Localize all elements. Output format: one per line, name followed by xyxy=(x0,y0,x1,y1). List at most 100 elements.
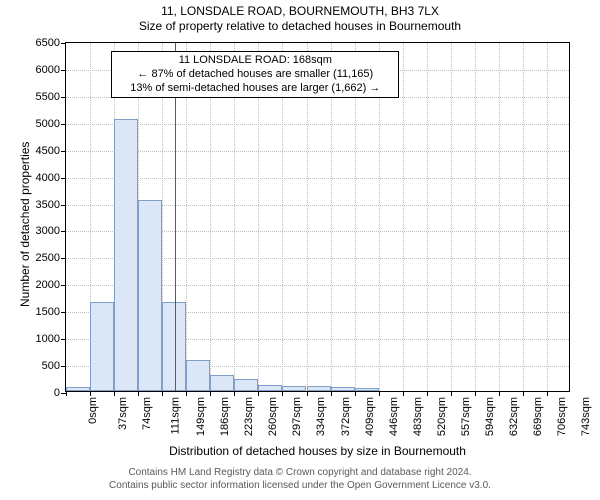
x-tick-label: 186sqm xyxy=(220,397,232,436)
title-line-1: 11, LONSDALE ROAD, BOURNEMOUTH, BH3 7LX xyxy=(0,4,600,19)
x-tick-label: 632sqm xyxy=(508,397,520,436)
y-tick xyxy=(61,366,66,367)
y-tick-label: 4000 xyxy=(36,172,60,184)
x-tick-label: 557sqm xyxy=(460,397,472,436)
annotation-line: ← 87% of detached houses are smaller (11… xyxy=(118,68,392,82)
chart-container: 11, LONSDALE ROAD, BOURNEMOUTH, BH3 7LX … xyxy=(0,0,600,500)
x-tick xyxy=(258,391,259,396)
histogram-bar xyxy=(186,360,210,391)
histogram-bar xyxy=(66,387,90,391)
x-tick-label: 743sqm xyxy=(580,397,592,436)
x-tick-label: 149sqm xyxy=(196,397,208,436)
gridline-vertical xyxy=(451,43,452,391)
x-tick xyxy=(138,391,139,396)
x-tick-label: 297sqm xyxy=(291,397,303,436)
x-tick xyxy=(282,391,283,396)
y-tick xyxy=(61,285,66,286)
x-tick xyxy=(234,391,235,396)
x-axis-title: Distribution of detached houses by size … xyxy=(65,444,570,458)
y-tick xyxy=(61,339,66,340)
histogram-bar xyxy=(258,385,282,391)
y-tick xyxy=(61,97,66,98)
x-tick xyxy=(379,391,380,396)
x-tick xyxy=(547,391,548,396)
y-tick-label: 0 xyxy=(54,387,60,399)
y-tick xyxy=(61,312,66,313)
y-tick-label: 5500 xyxy=(36,91,60,103)
y-tick xyxy=(61,43,66,44)
x-tick xyxy=(355,391,356,396)
x-tick-label: 669sqm xyxy=(532,397,544,436)
x-tick-label: 706sqm xyxy=(556,397,568,436)
x-tick-label: 483sqm xyxy=(412,397,424,436)
gridline-vertical xyxy=(523,43,524,391)
chart-title: 11, LONSDALE ROAD, BOURNEMOUTH, BH3 7LX … xyxy=(0,4,600,34)
histogram-bar xyxy=(90,302,114,391)
histogram-bar xyxy=(210,375,234,391)
gridline-vertical xyxy=(547,43,548,391)
x-tick-label: 74sqm xyxy=(141,397,153,430)
x-tick xyxy=(66,391,67,396)
attribution-footer: Contains HM Land Registry data © Crown c… xyxy=(0,466,600,492)
y-tick-label: 1500 xyxy=(36,306,60,318)
gridline-vertical xyxy=(403,43,404,391)
x-tick xyxy=(90,391,91,396)
x-tick-label: 409sqm xyxy=(364,397,376,436)
y-tick xyxy=(61,231,66,232)
x-tick xyxy=(307,391,308,396)
gridline-vertical xyxy=(499,43,500,391)
plot-area: 0500100015002000250030003500400045005000… xyxy=(65,42,570,392)
x-tick xyxy=(403,391,404,396)
annotation-line: 11 LONSDALE ROAD: 168sqm xyxy=(118,54,392,68)
x-tick-label: 37sqm xyxy=(117,397,129,430)
x-tick-label: 446sqm xyxy=(388,397,400,436)
y-tick-label: 2000 xyxy=(36,279,60,291)
x-tick xyxy=(210,391,211,396)
y-tick-label: 5000 xyxy=(36,118,60,130)
y-tick xyxy=(61,205,66,206)
y-axis-title: Number of detached properties xyxy=(18,142,32,307)
y-tick xyxy=(61,70,66,71)
y-tick-label: 3000 xyxy=(36,225,60,237)
x-tick xyxy=(427,391,428,396)
y-tick xyxy=(61,124,66,125)
x-tick-label: 111sqm xyxy=(169,397,181,435)
footer-line-1: Contains HM Land Registry data © Crown c… xyxy=(0,466,600,479)
x-tick-label: 223sqm xyxy=(244,397,256,436)
x-tick-label: 594sqm xyxy=(484,397,496,436)
y-tick-label: 2500 xyxy=(36,252,60,264)
y-tick-label: 6000 xyxy=(36,64,60,76)
x-tick-label: 334sqm xyxy=(315,397,327,436)
x-tick-label: 520sqm xyxy=(436,397,448,436)
gridline-vertical xyxy=(475,43,476,391)
histogram-bar xyxy=(355,388,379,391)
x-tick xyxy=(523,391,524,396)
y-tick xyxy=(61,151,66,152)
x-tick xyxy=(499,391,500,396)
gridline-horizontal xyxy=(66,178,569,179)
x-tick-label: 0sqm xyxy=(87,397,99,424)
x-tick xyxy=(451,391,452,396)
gridline-horizontal xyxy=(66,151,569,152)
histogram-bar xyxy=(114,119,138,391)
title-line-2: Size of property relative to detached ho… xyxy=(0,19,600,34)
y-tick-label: 6500 xyxy=(36,37,60,49)
x-tick-label: 260sqm xyxy=(267,397,279,436)
histogram-bar xyxy=(234,379,258,391)
histogram-bar xyxy=(282,386,306,391)
histogram-bar xyxy=(138,200,162,391)
x-tick xyxy=(186,391,187,396)
x-tick xyxy=(114,391,115,396)
y-tick-label: 1000 xyxy=(36,333,60,345)
x-tick xyxy=(331,391,332,396)
x-tick xyxy=(162,391,163,396)
x-tick-label: 372sqm xyxy=(340,397,352,436)
histogram-bar xyxy=(307,386,331,391)
y-tick-label: 3500 xyxy=(36,199,60,211)
annotation-line: 13% of semi-detached houses are larger (… xyxy=(118,82,392,96)
annotation-box: 11 LONSDALE ROAD: 168sqm← 87% of detache… xyxy=(111,51,399,98)
y-tick xyxy=(61,178,66,179)
y-tick xyxy=(61,258,66,259)
gridline-vertical xyxy=(427,43,428,391)
gridline-horizontal xyxy=(66,124,569,125)
